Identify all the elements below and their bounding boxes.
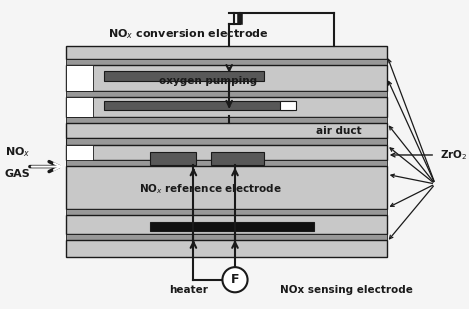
Text: F: F (231, 273, 239, 286)
Bar (66, 209, 387, 215)
Bar (66, 123, 387, 138)
Text: NO$_x$ conversion electrode: NO$_x$ conversion electrode (108, 27, 269, 41)
Text: oxygen pumping: oxygen pumping (159, 75, 257, 86)
Bar (66, 160, 387, 166)
Bar (66, 117, 387, 123)
Bar (66, 97, 93, 117)
Bar (66, 59, 387, 65)
Bar (66, 91, 387, 97)
Bar (66, 240, 387, 256)
Bar (150, 222, 314, 231)
Bar (105, 101, 293, 111)
Text: NO$_x$ reference electrode: NO$_x$ reference electrode (139, 182, 282, 196)
Bar (66, 65, 93, 91)
Bar (66, 215, 387, 234)
Text: GAS: GAS (5, 169, 30, 179)
Bar (66, 138, 387, 145)
Bar (105, 71, 264, 81)
Bar (66, 97, 387, 117)
Text: NO$_x$: NO$_x$ (5, 145, 30, 159)
Bar (66, 145, 387, 160)
Bar (211, 152, 264, 165)
Text: NOx sensing electrode: NOx sensing electrode (280, 286, 413, 295)
Bar (150, 152, 197, 165)
Text: ZrO$_2$: ZrO$_2$ (440, 148, 468, 162)
Bar (66, 166, 387, 209)
Bar (66, 145, 93, 186)
Bar (66, 46, 387, 59)
Bar (66, 234, 387, 240)
Bar (66, 65, 387, 91)
Text: air duct: air duct (316, 126, 361, 136)
Circle shape (222, 267, 248, 292)
Bar (280, 101, 296, 111)
Text: heater: heater (169, 286, 208, 295)
